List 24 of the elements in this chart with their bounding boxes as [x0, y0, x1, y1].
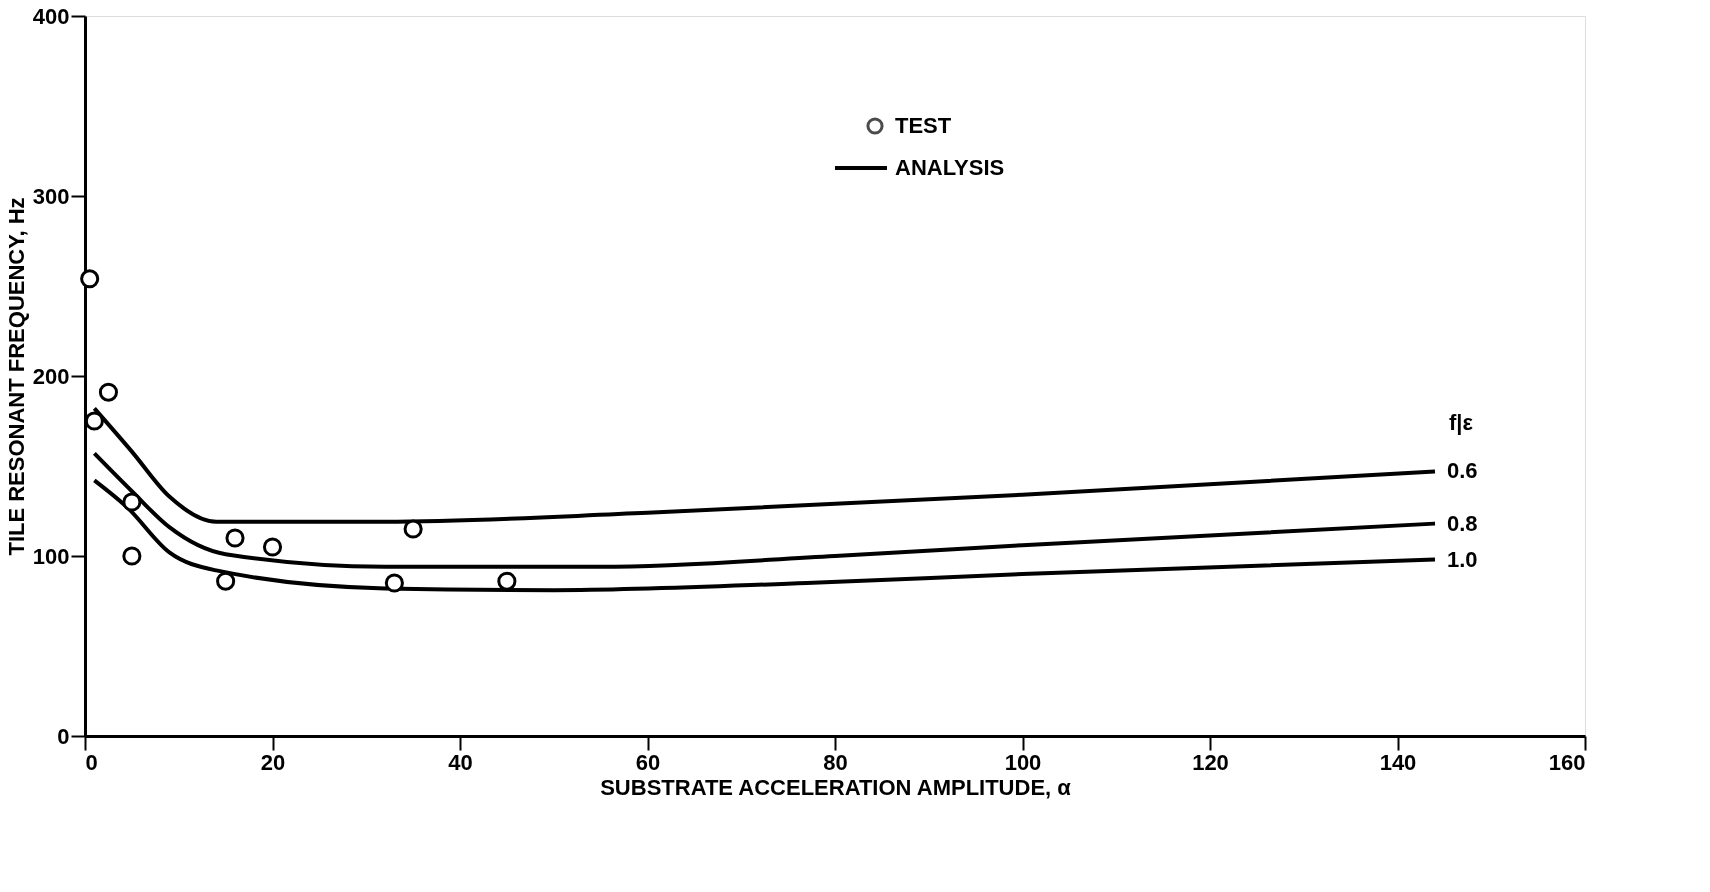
series-label: 0.8: [1447, 510, 1478, 536]
line-series: [92, 478, 1437, 593]
series-label: 0.6: [1447, 458, 1478, 484]
x-tick-label: 140: [1379, 749, 1417, 775]
line-series: [92, 451, 1437, 569]
y-axis-title: TILE RESONANT FREQUENCY, Hz: [3, 197, 29, 556]
x-tick-label: 60: [635, 749, 661, 775]
x-tick-label: 0: [85, 749, 98, 775]
x-tick-label: 40: [448, 749, 473, 775]
y-tick-label: 0: [57, 723, 70, 749]
legend-label: TEST: [895, 113, 952, 138]
y-tick-label: 300: [32, 183, 70, 209]
annotation: f|ε: [1449, 410, 1474, 436]
annotation: ANALYSIS: [895, 155, 1005, 180]
y-tick-label: 400: [32, 3, 70, 29]
y-tick-label: 100: [32, 543, 70, 569]
y-tick-label: 200: [32, 363, 70, 389]
x-tick-label: 120: [1192, 749, 1229, 775]
x-tick-label: 100: [1004, 749, 1042, 775]
x-tick-label: 80: [823, 749, 848, 775]
x-tick-label: 160: [1548, 749, 1586, 775]
series-label: 1.0: [1447, 546, 1478, 572]
x-axis-title: SUBSTRATE ACCELERATION AMPLITUDE, α: [600, 774, 1072, 800]
x-tick-label: 20: [260, 749, 286, 775]
